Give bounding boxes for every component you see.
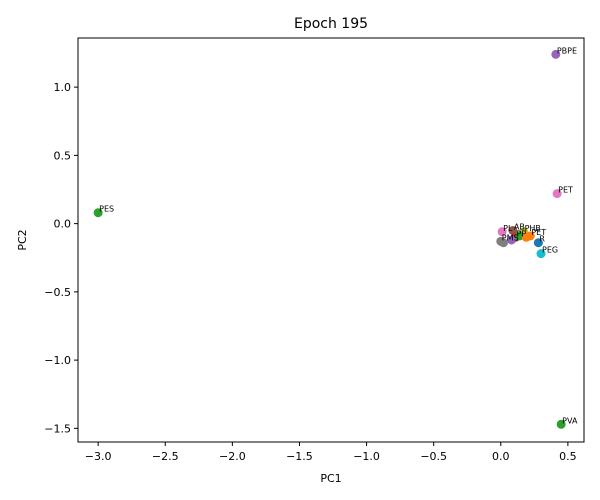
y-tick-label: 1.0 (54, 81, 72, 94)
data-point-label: PET (558, 186, 573, 195)
x-axis-ticks: −3.0 −2.5 −2.0 −1.5 −1.0 −0.5 0.0 0.5 (85, 442, 577, 463)
data-point (551, 49, 561, 59)
x-tick-label: −1.5 (286, 450, 313, 463)
data-point (521, 232, 531, 242)
data-point-label: PL (503, 224, 513, 233)
x-tick-label: −2.5 (152, 450, 179, 463)
x-tick-label: −1.0 (353, 450, 380, 463)
data-point-label: PVA (562, 416, 578, 425)
x-tick-label: −2.0 (219, 450, 246, 463)
data-point (552, 189, 562, 199)
data-point (93, 208, 103, 218)
data-point (508, 225, 518, 235)
x-tick-label: 0.5 (559, 450, 577, 463)
data-point-label: PET (531, 228, 546, 237)
chart-title: Epoch 195 (294, 16, 368, 32)
data-point (497, 227, 507, 237)
data-point (536, 249, 546, 259)
x-tick-label: 0.0 (492, 450, 510, 463)
data-point-label: PHB (525, 224, 541, 233)
y-axis-label: PC2 (16, 229, 29, 250)
data-point (556, 419, 566, 429)
data-point-label: PP (517, 229, 527, 238)
data-point (507, 235, 517, 245)
points-layer (93, 49, 566, 429)
data-point-label: PES (99, 205, 114, 214)
y-axis-ticks: −1.5 −1.0 −0.5 0.0 0.5 1.0 (44, 81, 78, 435)
data-point-label: AB (514, 222, 525, 231)
data-point-label: PMS (502, 233, 519, 242)
x-tick-label: −3.0 (85, 450, 112, 463)
plot-area-frame (77, 37, 585, 443)
data-point-label: PBPE (557, 46, 577, 55)
y-tick-label: −0.5 (44, 286, 71, 299)
y-tick-label: 0.0 (54, 218, 72, 231)
y-tick-label: 0.5 (54, 149, 72, 162)
data-point (498, 238, 508, 248)
x-axis-label: PC1 (320, 472, 341, 485)
y-tick-label: −1.0 (44, 354, 71, 367)
data-point (533, 238, 543, 248)
y-tick-label: −1.5 (44, 422, 71, 435)
data-point-label: PEG (542, 246, 558, 255)
data-point (515, 231, 525, 241)
x-tick-label: −0.5 (420, 450, 447, 463)
data-point-label: R (539, 235, 545, 244)
